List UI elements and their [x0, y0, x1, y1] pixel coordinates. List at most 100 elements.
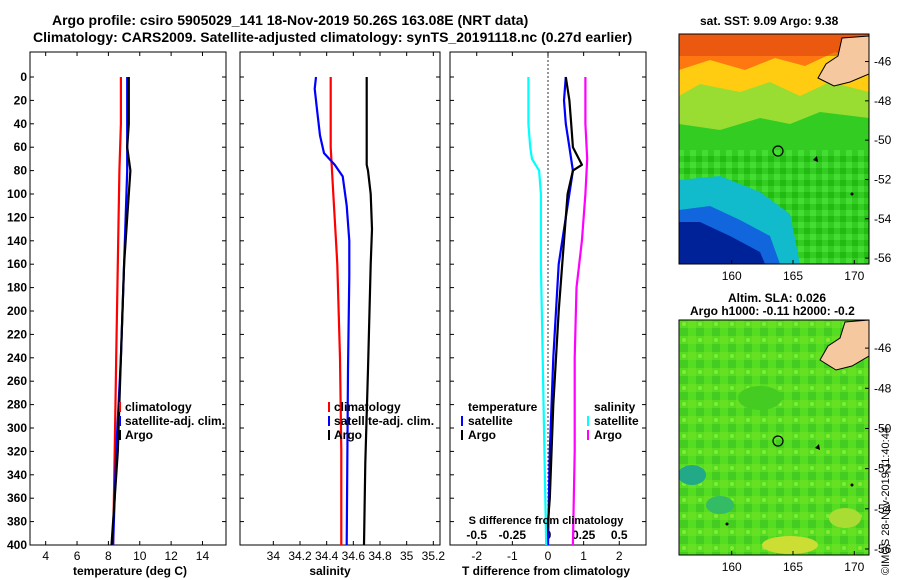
depth-tick-label: 80 [14, 164, 28, 178]
island [725, 522, 729, 526]
series-line-argo [362, 77, 374, 546]
legend-title-salinity: salinity [594, 400, 636, 414]
sst-map [678, 33, 870, 265]
map-lon-tick-label: 165 [783, 269, 803, 283]
map-lat-tick-label: -54 [874, 502, 892, 516]
map-lat-tick-label: -56 [874, 542, 892, 556]
series-line-s-argo [571, 77, 589, 546]
map-lon-tick-label: 160 [722, 560, 742, 574]
difference-legend-temperature: temperature satellite Argo [461, 400, 538, 442]
x-tick-label: -2 [471, 549, 482, 563]
island [850, 192, 854, 196]
depth-tick-label: 120 [7, 210, 27, 224]
series-line-s-satellite [527, 77, 548, 546]
difference-plot-frame [449, 51, 647, 546]
sla-high-anomaly [829, 508, 861, 528]
secondary-x-tick-label: 0.25 [572, 528, 596, 542]
sst-map-frame [678, 33, 870, 265]
chart-title-line2: Climatology: CARS2009. Satellite-adjuste… [33, 29, 633, 45]
sst-map-title: sat. SST: 9.09 Argo: 9.38 [700, 14, 839, 28]
sla-map [678, 319, 870, 556]
legend-label-satellite: satellite-adj. clim. [125, 414, 225, 428]
salinity-plot-frame [239, 51, 441, 546]
x-tick-label: 6 [74, 549, 81, 563]
depth-tick-label: 240 [7, 351, 27, 365]
legend-title-temperature: temperature [468, 400, 538, 414]
imos-timestamp: ©IMOS 28-Nov-2019 11:40:44 [880, 427, 892, 575]
map-lon-tick-label: 165 [783, 560, 803, 574]
map-lat-tick-label: -46 [874, 55, 892, 69]
difference-legend-salinity: salinity satellite Argo [587, 400, 639, 442]
x-tick-label: 8 [105, 549, 112, 563]
x-tick-label: 0 [545, 549, 552, 563]
legend-label-climatology: climatology [125, 400, 192, 414]
depth-tick-label: 260 [7, 374, 27, 388]
sst-coldest-region [679, 222, 765, 264]
depth-axis: 0 20 40 60 80 100 120 140 160 180 200 220 240 260 280 3… [7, 70, 27, 552]
legend-label-s-argo: Argo [594, 428, 622, 442]
legend-label-s-satellite: satellite [594, 414, 639, 428]
secondary-x-tick-label: 0.5 [611, 528, 628, 542]
series-line-climatology [329, 77, 343, 545]
sla-low-anomaly [679, 465, 706, 485]
x-tick-label: 1 [580, 549, 587, 563]
depth-tick-label: 300 [7, 421, 27, 435]
map-lon-tick-label: 160 [722, 269, 742, 283]
legend-label-t-argo: Argo [468, 428, 496, 442]
argo-location-marker [772, 435, 784, 447]
x-tick-label: 35.2 [422, 549, 446, 563]
land-new-zealand [819, 320, 869, 371]
temperature-xlabel: temperature (deg C) [73, 564, 187, 578]
legend-label-satellite: satellite-adj. clim. [334, 414, 434, 428]
x-tick-label: 12 [164, 549, 178, 563]
series-line-t-argo [545, 76, 584, 546]
series-line-climatology [112, 77, 123, 546]
depth-tick-label: 140 [7, 234, 27, 248]
depth-tick-label: 160 [7, 257, 27, 271]
secondary-xlabel: S difference from climatology [469, 515, 625, 527]
depth-tick-label: 0 [20, 70, 27, 84]
difference-plot: -2 -1 0 1 2-0.5 -0.25 0 0.25 0.5 [450, 52, 646, 563]
series-line-argo [110, 77, 132, 546]
depth-tick-label: 40 [14, 117, 28, 131]
sla-low-anomaly [706, 496, 734, 514]
x-tick-label: 2 [616, 549, 623, 563]
sla-map-title-line2: Argo h1000: -0.11 h2000: -0.2 [690, 304, 855, 318]
depth-tick-label: 220 [7, 327, 27, 341]
island [850, 483, 854, 487]
legend-label-t-satellite: satellite [468, 414, 513, 428]
x-tick-label: 34.4 [315, 549, 339, 563]
legend-label-argo: Argo [334, 428, 362, 442]
map-lat-tick-label: -50 [874, 421, 892, 435]
legend-label-climatology: climatology [334, 400, 401, 414]
x-tick-label: 14 [196, 549, 210, 563]
difference-xlabel: T difference from climatology [462, 564, 630, 578]
chart-title-line1: Argo profile: csiro 5905029_141 18-Nov-2… [52, 12, 529, 28]
map-lat-tick-label: -52 [874, 172, 892, 186]
depth-tick-label: 180 [7, 281, 27, 295]
series-line-satellite-adj-clim- [313, 76, 351, 546]
depth-tick-label: 280 [7, 398, 27, 412]
map-axes: 160 165 170 -46 -48 -50 -52 -54 -56 160 165 170 -46 -… [722, 55, 892, 574]
argo-location-marker [772, 145, 784, 157]
sla-map-frame [678, 319, 870, 556]
x-tick-label: 4 [42, 549, 49, 563]
salinity-legend: climatology satellite-adj. clim. Argo [328, 400, 434, 442]
map-lat-tick-label: -54 [874, 212, 892, 226]
depth-tick-label: 360 [7, 491, 27, 505]
secondary-x-tick-label: -0.5 [466, 528, 487, 542]
depth-tick-label: 20 [14, 93, 28, 107]
sla-anomaly [738, 386, 782, 410]
map-lat-tick-label: -48 [874, 381, 892, 395]
map-lat-tick-label: -50 [874, 133, 892, 147]
salinity-plot: 34 34.2 34.4 34.6 34.8 35 35.2 [240, 52, 445, 563]
depth-tick-label: 400 [7, 538, 27, 552]
map-lon-tick-label: 170 [844, 560, 864, 574]
depth-tick-label: 60 [14, 140, 28, 154]
map-lat-tick-label: -52 [874, 462, 892, 476]
x-tick-label: 34 [267, 549, 281, 563]
x-tick-label: 34.2 [288, 549, 312, 563]
land-new-zealand [817, 35, 869, 87]
map-lat-tick-label: -46 [874, 341, 892, 355]
